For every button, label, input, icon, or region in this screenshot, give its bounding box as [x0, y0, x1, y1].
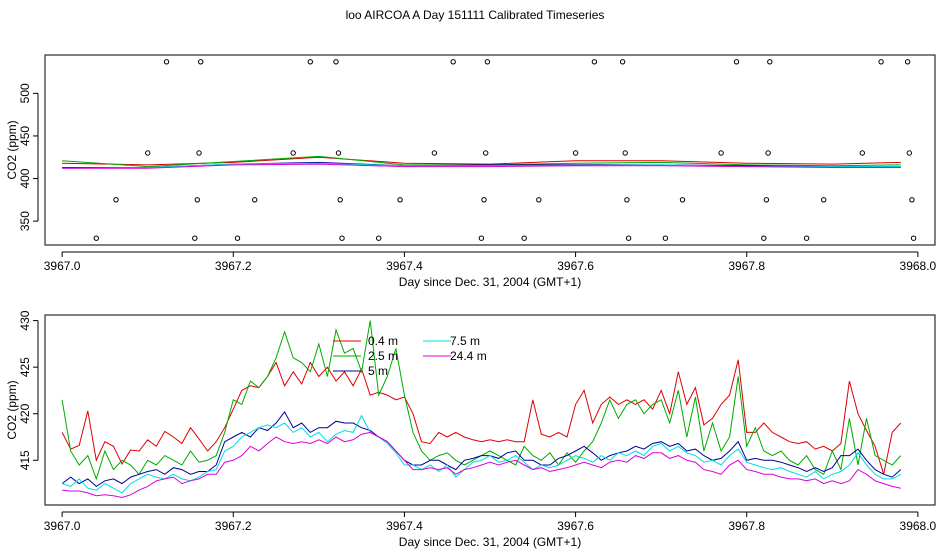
overview-x-tick-label: 3967.6	[557, 259, 594, 273]
calibration-point	[591, 59, 598, 65]
overview-x-tick-label: 3968.0	[900, 259, 937, 273]
calibration-point	[481, 197, 487, 203]
detail-y-tick-label: 430	[18, 310, 32, 330]
overview-y-tick-label: 500	[18, 83, 32, 103]
calibration-point	[333, 59, 339, 65]
calibration-point	[93, 235, 100, 241]
legend-label: 7.5 m	[450, 334, 480, 348]
calibration-point	[483, 150, 489, 156]
calibration-point	[478, 235, 485, 241]
overview-x-tick-label: 3967.2	[215, 259, 252, 273]
calibration-point	[339, 235, 345, 241]
detail-series-line-3	[61, 414, 902, 494]
calibration-point	[878, 59, 884, 65]
calibration-point	[335, 150, 342, 156]
calibration-point	[625, 235, 632, 241]
legend: 0.4 m2.5 m5 m 7.5 m24.4 m	[333, 334, 487, 378]
calibration-point	[198, 59, 204, 65]
calibration-point	[619, 59, 626, 65]
legend-label: 0.4 m	[368, 334, 398, 348]
calibration-point	[194, 197, 201, 203]
overview-x-tick-label: 3967.4	[386, 259, 423, 273]
detail-x-tick-label: 3967.8	[728, 519, 765, 533]
legend-label: 5 m	[368, 364, 388, 378]
detail-plot-frame	[44, 314, 936, 506]
calibration-point	[163, 59, 170, 65]
calibration-point	[803, 235, 810, 241]
detail-series-line-2	[61, 410, 902, 488]
calibration-point	[145, 150, 151, 156]
calibration-point	[733, 59, 740, 65]
calibration-point	[234, 235, 241, 241]
calibration-point	[192, 235, 198, 241]
detail-y-axis: 415 420 425 430	[18, 310, 39, 470]
calibration-point	[521, 235, 527, 241]
legend-label: 2.5 m	[368, 349, 398, 363]
detail-x-tick-label: 3967.4	[386, 519, 423, 533]
overview-x-tick-label: 3967.8	[728, 259, 765, 273]
calibration-point	[662, 235, 669, 241]
overview-y-tick-label: 450	[18, 126, 32, 146]
overview-y-axis: 350 400 450 500	[18, 83, 39, 231]
detail-x-tick-label: 3967.0	[44, 519, 81, 533]
calibration-point	[906, 150, 912, 156]
calibration-point	[761, 235, 767, 241]
calibration-point	[859, 150, 865, 156]
calibration-point	[337, 197, 343, 203]
calibration-point	[536, 197, 542, 203]
calibration-point	[376, 235, 382, 241]
detail-series-line-4	[62, 431, 901, 499]
overview-y-tick-label: 400	[18, 168, 32, 188]
detail-x-tick-label: 3967.6	[557, 519, 594, 533]
overview-x-tick-label: 3967.0	[44, 259, 81, 273]
calibration-points	[93, 59, 917, 241]
overview-plot-frame	[44, 54, 936, 246]
detail-x-axis: 3967.0 3967.2 3967.4 3967.6 3967.8 3968.0	[44, 511, 937, 533]
detail-y-tick-label: 420	[18, 403, 32, 423]
overview-y-tick-label: 350	[18, 211, 32, 231]
calibration-point	[397, 197, 403, 203]
overview-x-axis: 3967.0 3967.2 3967.4 3967.6 3967.8 3968.0	[44, 251, 937, 273]
calibration-point	[431, 150, 438, 156]
calibration-point	[484, 59, 491, 65]
detail-y-axis-label: CO2 (ppm)	[5, 380, 19, 439]
overview-panel: 3967.0 3967.2 3967.4 3967.6 3967.8 3968.0 350…	[5, 54, 937, 289]
calibration-point	[450, 59, 456, 65]
overview-y-axis-label: CO2 (ppm)	[5, 120, 19, 179]
calibration-point	[572, 150, 579, 156]
calibration-point	[767, 59, 773, 65]
calibration-point	[113, 197, 119, 203]
calibration-point	[290, 150, 296, 156]
calibration-point	[904, 59, 911, 65]
calibration-point	[624, 197, 630, 203]
detail-x-tick-label: 3968.0	[900, 519, 937, 533]
detail-series	[61, 320, 902, 499]
calibration-point	[196, 150, 202, 156]
calibration-point	[763, 197, 770, 203]
calibration-point	[821, 197, 827, 203]
calibration-point	[307, 59, 313, 65]
overview-series-line-4	[62, 163, 901, 169]
detail-y-tick-label: 425	[18, 357, 32, 377]
detail-x-tick-label: 3967.2	[215, 519, 252, 533]
overview-x-axis-label: Day since Dec. 31, 2004 (GMT+1)	[399, 275, 581, 289]
detail-series-line-0	[61, 359, 902, 475]
overview-series	[62, 155, 901, 169]
detail-panel: 3967.0 3967.2 3967.4 3967.6 3967.8 3968.0 415…	[5, 310, 937, 549]
detail-x-axis-label: Day since Dec. 31, 2004 (GMT+1)	[399, 535, 581, 549]
calibration-point	[679, 197, 686, 203]
calibration-point	[910, 235, 917, 241]
calibration-point	[622, 150, 628, 156]
calibration-point	[252, 197, 258, 203]
detail-y-tick-label: 415	[18, 450, 32, 470]
calibration-point	[765, 150, 771, 156]
legend-label: 24.4 m	[450, 349, 487, 363]
calibration-point	[909, 197, 915, 203]
figure-title: loo AIRCOA A Day 151111 Calibrated Times…	[346, 8, 605, 22]
calibration-point	[718, 150, 724, 156]
